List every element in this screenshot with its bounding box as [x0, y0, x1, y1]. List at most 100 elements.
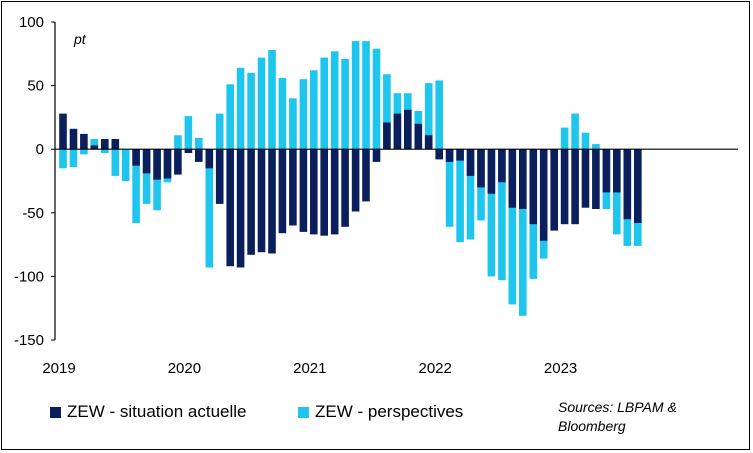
x-tick-label-2: 2021	[293, 360, 326, 377]
situation-bar-7	[132, 149, 140, 166]
perspectives-bar-24	[310, 70, 318, 150]
situation-bar-43	[508, 149, 517, 208]
legend-item-perspectives: ZEW - perspectives	[298, 402, 463, 422]
situation-bar-39	[466, 149, 475, 176]
source-line-1: Sources: LBPAM &	[558, 399, 677, 415]
legend-label-situation: ZEW - situation actuelle	[67, 402, 247, 421]
situation-bar-15	[215, 149, 224, 204]
situation-bar-24	[310, 149, 318, 235]
perspectives-bar-36	[435, 80, 443, 150]
perspectives-bar-2	[80, 149, 88, 155]
situation-bar-22	[289, 149, 297, 226]
situation-bar-54	[623, 149, 632, 220]
perspectives-bar-20	[268, 50, 276, 150]
perspectives-bar-7	[132, 149, 140, 223]
situation-bar-0	[59, 113, 67, 150]
y-tick-label-2: -50	[22, 205, 44, 222]
y-tick-label-4: 50	[27, 78, 44, 95]
situation-bar-26	[330, 149, 339, 235]
situation-bar-27	[341, 149, 349, 227]
situation-bar-30	[372, 149, 381, 162]
perspectives-bar-35	[424, 83, 433, 150]
situation-bar-20	[268, 149, 276, 254]
perspectives-bar-8	[142, 149, 151, 204]
perspectives-bar-5	[111, 149, 120, 176]
situation-bar-21	[278, 149, 287, 234]
perspectives-bar-21	[278, 78, 287, 150]
x-tick-labels: 2019 2020 2021 2022 2023	[42, 360, 577, 377]
situation-bar-29	[362, 149, 370, 202]
situation-bar-36	[435, 149, 443, 160]
x-tick-label-4: 2023	[544, 360, 577, 377]
situation-bar-9	[153, 149, 161, 180]
situation-bar-3	[90, 145, 99, 150]
situation-bar-32	[393, 113, 402, 150]
source-note: Sources: LBPAM & Bloomberg	[558, 398, 677, 436]
perspectives-bar-22	[289, 98, 297, 150]
perspectives-bar-4	[101, 149, 109, 153]
situation-bar-4	[101, 139, 109, 150]
legend-label-perspectives: ZEW - perspectives	[315, 402, 464, 421]
perspectives-bar-12	[184, 116, 193, 150]
situation-bar-5	[111, 139, 120, 150]
situation-bar-53	[613, 149, 621, 193]
legend-swatch-situation	[50, 406, 61, 418]
perspectives-bar-1	[69, 149, 78, 167]
axes	[54, 22, 738, 340]
situation-bar-34	[414, 123, 423, 150]
legend-swatch-perspectives	[298, 406, 309, 418]
situation-bar-19	[257, 149, 266, 253]
perspectives-bar-14	[205, 149, 214, 268]
y-tick-label-3: 0	[36, 141, 44, 158]
situation-bar-44	[519, 149, 527, 209]
situation-bar-37	[445, 149, 454, 162]
situation-bar-17	[236, 149, 245, 268]
situation-bar-23	[299, 149, 308, 232]
situation-bar-42	[498, 149, 506, 183]
perspectives-bar-48	[560, 127, 569, 150]
situation-bar-28	[351, 149, 360, 212]
perspectives-bar-50	[581, 132, 590, 150]
situation-bar-1	[69, 128, 78, 150]
perspectives-bar-39	[466, 149, 475, 240]
perspectives-bar-28	[351, 41, 360, 150]
perspectives-bar-41	[487, 149, 496, 277]
situation-bar-14	[205, 149, 214, 169]
perspectives-bar-23	[299, 79, 308, 150]
perspectives-bar-18	[247, 72, 255, 150]
situation-bar-47	[550, 149, 558, 231]
y-tick-label-0: -150	[14, 332, 44, 349]
situation-bar-2	[80, 133, 88, 150]
perspectives-bar-11	[174, 135, 182, 150]
situation-bar-25	[320, 149, 328, 236]
perspectives-bar-17	[236, 67, 245, 150]
x-tick-label-0: 2019	[42, 360, 75, 377]
perspectives-bar-9	[153, 149, 161, 211]
situation-bar-18	[247, 149, 255, 255]
perspectives-bar-3	[90, 139, 99, 150]
perspectives-bar-15	[215, 113, 224, 150]
perspectives-bar-37	[445, 149, 454, 227]
perspectives-bar-13	[195, 137, 203, 150]
situation-bar-12	[184, 149, 193, 153]
situation-bar-51	[592, 149, 600, 209]
perspectives-bar-16	[226, 84, 234, 150]
situation-bar-8	[142, 149, 151, 174]
situation-bar-38	[456, 149, 464, 161]
situation-bar-48	[560, 149, 569, 225]
situation-bar-49	[571, 149, 579, 225]
source-line-2: Bloomberg	[558, 418, 626, 434]
perspectives-bar-42	[498, 149, 506, 281]
perspectives-bar-25	[320, 57, 328, 150]
situation-bar-52	[602, 149, 611, 193]
situation-bar-10	[163, 149, 172, 179]
perspectives-bar-43	[508, 149, 517, 305]
legend-item-situation: ZEW - situation actuelle	[50, 402, 247, 422]
y-tick-labels: -150 -100 -50 0 50 100	[14, 14, 55, 349]
perspectives-bar-0	[59, 149, 67, 169]
x-tick-label-3: 2022	[419, 360, 452, 377]
perspectives-bar-38	[456, 149, 464, 243]
perspectives-bar-49	[571, 113, 579, 150]
situation-bar-35	[424, 135, 433, 150]
